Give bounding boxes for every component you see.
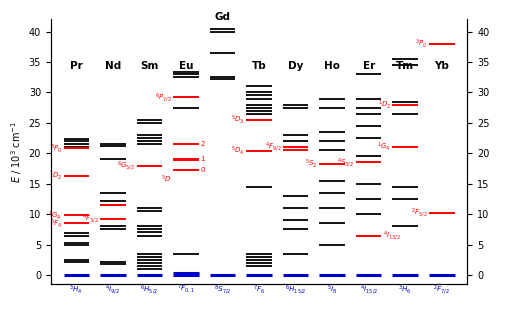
Text: $^3H_6$: $^3H_6$ <box>398 283 412 296</box>
Text: Yb: Yb <box>434 61 449 71</box>
Text: $^6H_{15/2}$: $^6H_{15/2}$ <box>285 283 306 296</box>
Text: Tm: Tm <box>396 61 415 71</box>
Text: $^7F_6$: $^7F_6$ <box>253 283 265 296</box>
Text: 0: 0 <box>200 167 205 173</box>
Text: $^7F_{0,1}$: $^7F_{0,1}$ <box>177 283 195 295</box>
Text: $^3H_4$: $^3H_4$ <box>70 283 83 296</box>
Text: $^6G_{5/2}$: $^6G_{5/2}$ <box>117 159 135 172</box>
Text: $^5S_2$: $^5S_2$ <box>305 157 318 170</box>
Text: $^5I_8$: $^5I_8$ <box>327 283 337 296</box>
Text: $^5D_3$: $^5D_3$ <box>231 114 245 126</box>
Text: Nd: Nd <box>105 61 121 71</box>
Text: Er: Er <box>363 61 375 71</box>
Y-axis label: $E$ / 10$^3$ cm$^{-1}$: $E$ / 10$^3$ cm$^{-1}$ <box>10 121 24 183</box>
Text: $^8S_{7/2}$: $^8S_{7/2}$ <box>214 283 231 296</box>
Text: Eu: Eu <box>179 61 193 71</box>
Text: $^4S_{3/2}$: $^4S_{3/2}$ <box>337 156 355 169</box>
Text: Ho: Ho <box>324 61 340 71</box>
Text: Pr: Pr <box>70 61 83 71</box>
Text: $^5D$: $^5D$ <box>162 173 172 184</box>
Text: $^4I_{15/2}$: $^4I_{15/2}$ <box>360 283 378 296</box>
Text: $^1D_2$: $^1D_2$ <box>49 170 62 182</box>
Text: $^2F_{7/2}$: $^2F_{7/2}$ <box>433 283 450 296</box>
Text: $^1G_4$: $^1G_4$ <box>377 141 391 153</box>
Text: $^3F_4$: $^3F_4$ <box>50 217 62 230</box>
Text: $^3P_0$: $^3P_0$ <box>415 37 428 50</box>
Text: $^4I_{13/2}$: $^4I_{13/2}$ <box>383 229 401 242</box>
Text: $^4F_{3/2}$: $^4F_{3/2}$ <box>82 213 99 225</box>
Text: 1: 1 <box>200 156 205 162</box>
Text: $^6H_{5/2}$: $^6H_{5/2}$ <box>140 283 158 296</box>
Text: $^4F_{9/2}$: $^4F_{9/2}$ <box>265 140 281 153</box>
Text: $^3P_0$: $^3P_0$ <box>50 142 62 155</box>
Text: 2: 2 <box>200 141 205 147</box>
Text: $^5D_4$: $^5D_4$ <box>231 145 245 157</box>
Text: Tb: Tb <box>251 61 267 71</box>
Text: $^2F_{5/2}$: $^2F_{5/2}$ <box>411 207 428 219</box>
Text: Sm: Sm <box>140 61 158 71</box>
Text: $^1D_2$: $^1D_2$ <box>377 99 391 111</box>
Text: Gd: Gd <box>214 12 231 22</box>
Text: Dy: Dy <box>288 61 303 71</box>
Text: $^6P_{7/2}$: $^6P_{7/2}$ <box>155 91 172 104</box>
Text: $^1G_4$: $^1G_4$ <box>48 209 62 222</box>
Text: $^4I_{9/2}$: $^4I_{9/2}$ <box>105 283 120 296</box>
